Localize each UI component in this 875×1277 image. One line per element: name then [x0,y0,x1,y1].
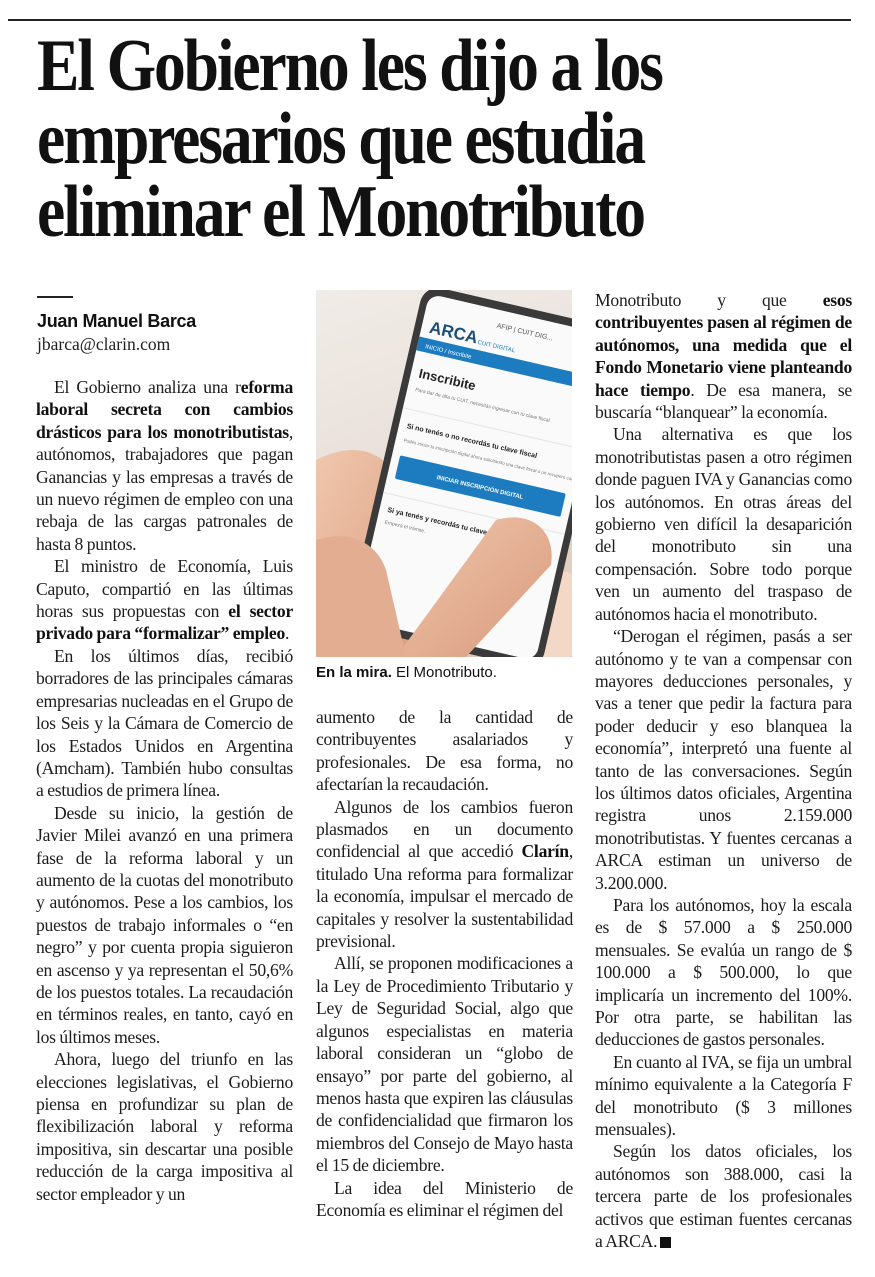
text: “Derogan el régimen, pasás a ser autónom… [595,626,852,893]
article-paragraph: Allí, se proponen modificaciones a la Le… [316,952,573,1176]
article-paragraph: En cuanto al IVA, se fija un umbral míni… [595,1051,852,1141]
text: Allí, se proponen modificaciones a la Le… [316,953,573,1176]
article-column-2: aumento de la cantidad de contribuyentes… [316,706,573,1221]
headline-line: eliminar el Monotributo [37,171,646,253]
bold-text: eforma laboral secreta con cambios drást… [36,377,293,442]
article-column-1: El Gobierno analiza una reforma laboral … [36,376,293,1205]
hand-thumb [316,536,406,657]
headline-line: El Gobierno les dijo a los [37,25,664,107]
article-paragraph: El ministro de Economía, Luis Caputo, co… [36,555,293,645]
author-email[interactable]: jbarca@clarin.com [37,334,171,354]
article-paragraph: Monotributo y que esos contribuyentes pa… [595,289,852,423]
article-paragraph: Desde su inicio, la gestión de Javier Mi… [36,802,293,1048]
phone-in-hand-illustration: AFIP | CUIT DIG... ARCA CUIT DIGITAL INI… [316,290,572,657]
article-paragraph: Según los datos oficiales, los autónomos… [595,1140,852,1252]
text: El Gobierno analiza una r [54,377,241,397]
text: En los últimos días, recibió borradores … [36,645,293,801]
text: Monotributo y que [595,290,823,310]
text: El ministro de Economía, Luis Caputo, co… [36,556,293,622]
article-paragraph: Una alternativa es que los monotributist… [595,423,852,625]
caption-text: El Monotributo. [391,664,497,681]
article-photo: AFIP | CUIT DIG... ARCA CUIT DIGITAL INI… [316,290,572,657]
text: , titulado Una reforma para formalizar l… [316,841,573,952]
phone-start-button [395,455,566,517]
text: Para los autónomos, hoy la escala es de … [595,894,852,1050]
article-paragraph: “Derogan el régimen, pasás a ser autónom… [595,625,852,894]
text: . [285,623,290,644]
text: En cuanto al IVA, se fija un umbral míni… [595,1051,852,1140]
hand-fingers [396,517,552,657]
top-rule [8,19,851,21]
text: La idea del Ministerio de Economía es el… [316,1177,573,1220]
headline-line: empresarios que estudia [37,98,646,180]
end-of-article-mark [660,1237,672,1249]
text: Algunos de los cambios fueron plasmados … [316,796,573,862]
bold-text: esos contribuyentes pasen al régimen de … [595,290,852,400]
text: Según los datos oficiales, los autónomos… [595,1141,852,1252]
text: . De esa manera, se buscaría “blanquear”… [595,379,852,423]
byline-rule [37,296,73,298]
bold-text: el sector privado para “formalizar” empl… [36,601,293,644]
article-paragraph: aumento de la cantidad de contribuyentes… [316,706,573,796]
article-paragraph: La idea del Ministerio de Economía es el… [316,1177,573,1222]
text: Ahora, luego del triunfo en las eleccion… [36,1049,293,1204]
headline: El Gobierno les dijo a los empresarios q… [37,25,857,253]
caption-lead: En la mira. [316,664,392,681]
text: Una alternativa es que los monotributist… [595,424,852,624]
article-column-3: Monotributo y que esos contribuyentes pa… [595,289,852,1252]
article-paragraph: Algunos de los cambios fueron plasmados … [316,796,573,953]
author-name: Juan Manuel Barca [37,311,196,331]
text: aumento de la cantidad de contribuyentes… [316,707,573,795]
article-paragraph: Para los autónomos, hoy la escala es de … [595,894,852,1051]
bold-text: Clarín [521,841,569,862]
article-paragraph: El Gobierno analiza una reforma laboral … [36,376,293,555]
article-paragraph: En los últimos días, recibió borradores … [36,645,293,802]
text: Desde su inicio, la gestión de Javier Mi… [36,802,293,1047]
photo-caption: En la mira. El Monotributo. [316,664,497,681]
text: , autónomos, trabajadores que pagan Gana… [36,421,293,554]
article-paragraph: Ahora, luego del triunfo en las eleccion… [36,1048,293,1205]
